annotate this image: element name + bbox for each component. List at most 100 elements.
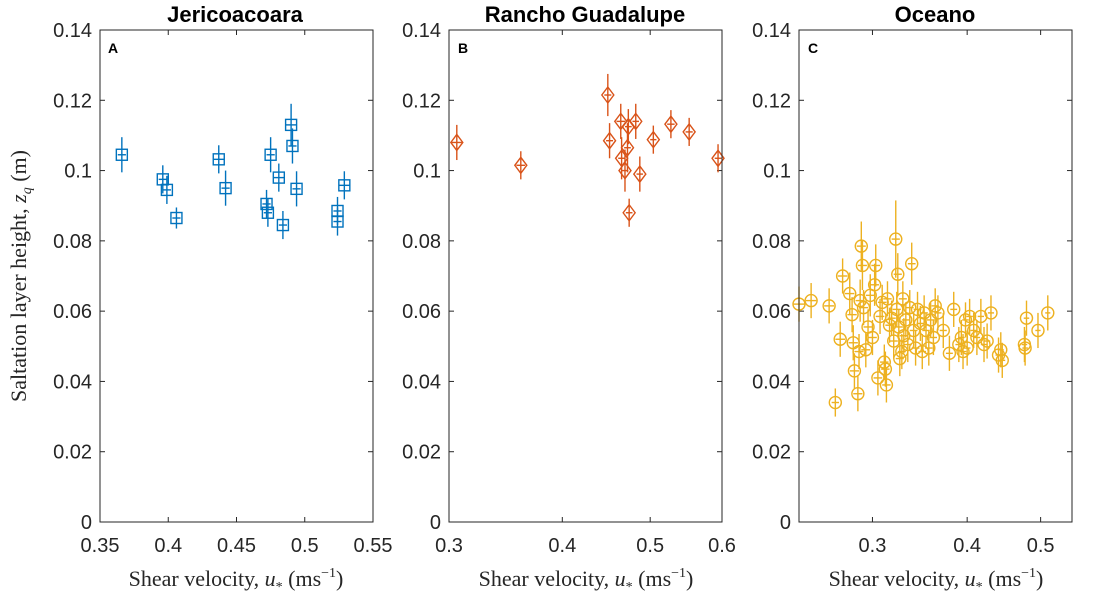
data-point <box>936 312 950 349</box>
circle-marker <box>804 293 818 308</box>
y-tick-label: 0.1 <box>413 161 441 183</box>
square-marker <box>160 183 174 197</box>
circle-marker <box>880 292 895 306</box>
x-axis-label: Shear velocity, u* (ms−1) <box>129 566 344 595</box>
y-tick-label: 0.04 <box>402 371 441 393</box>
x-tick-label: 0.5 <box>291 535 319 557</box>
data-point <box>889 200 903 278</box>
x-axis-label: Shear velocity, u* (ms−1) <box>479 566 694 595</box>
diamond-marker <box>513 156 528 175</box>
data-point <box>160 175 174 204</box>
circle-marker <box>891 267 905 281</box>
data-point <box>219 170 232 206</box>
data-point <box>115 137 129 173</box>
data-point <box>272 163 286 192</box>
circle-marker <box>1031 323 1045 338</box>
diamond-marker <box>622 203 637 222</box>
data-point <box>877 344 892 380</box>
data-point <box>995 342 1009 378</box>
data-point <box>843 272 857 315</box>
circle-marker <box>928 299 942 313</box>
data-point <box>896 281 910 317</box>
circle-marker <box>926 330 941 345</box>
data-point <box>628 103 643 139</box>
square-marker <box>284 118 298 132</box>
axes-frame <box>99 29 374 523</box>
data-point <box>1018 330 1032 366</box>
x-tick-label: 0.35 <box>81 535 120 557</box>
data-point <box>284 103 298 146</box>
x-tick-label: 0.6 <box>708 535 736 557</box>
data-point <box>632 156 647 192</box>
y-tick-label: 0.12 <box>752 90 791 112</box>
panel-title: Rancho Guadalupe <box>485 2 685 27</box>
circle-marker <box>845 307 859 322</box>
y-tick-label: 0.1 <box>64 161 92 183</box>
x-tick-label: 0.5 <box>636 535 664 557</box>
square-marker <box>264 148 277 161</box>
circle-marker <box>889 232 903 246</box>
diamond-marker <box>682 122 697 142</box>
data-point <box>212 145 225 174</box>
circle-marker <box>851 387 865 401</box>
data-point <box>449 124 464 161</box>
circle-marker <box>869 258 883 273</box>
data-point <box>854 221 868 271</box>
data-point <box>1041 295 1055 331</box>
circle-marker <box>984 306 998 320</box>
circle-marker <box>1018 341 1032 355</box>
data-point <box>1031 312 1045 349</box>
data-point <box>880 281 895 317</box>
circle-marker <box>899 313 913 327</box>
data-point <box>871 360 885 396</box>
axes-frame <box>448 29 723 523</box>
data-point <box>905 242 919 285</box>
square-marker <box>260 197 273 211</box>
data-point <box>962 298 977 334</box>
circle-marker <box>847 364 862 378</box>
data-point <box>869 244 883 287</box>
circle-marker <box>879 378 894 392</box>
y-tick-label: 0.04 <box>752 371 791 393</box>
x-ticks <box>448 30 723 522</box>
x-tick-label: 0.5 <box>1027 535 1055 557</box>
y-tick-label: 0.08 <box>752 231 791 253</box>
square-marker <box>272 171 286 184</box>
data-point <box>602 123 617 159</box>
square-marker <box>331 215 344 228</box>
square-marker <box>286 139 299 153</box>
circle-marker <box>822 299 836 313</box>
diamond-marker <box>449 133 464 152</box>
data-point <box>286 128 299 164</box>
circle-marker <box>877 355 892 369</box>
x-tick-label: 0.55 <box>354 535 393 557</box>
y-tick-labels: 0 0.02 0.04 0.06 0.08 0.1 0.12 0.14 <box>752 20 791 534</box>
y-ticks <box>100 29 373 523</box>
data-point <box>853 279 867 322</box>
x-tick-label: 0.45 <box>217 535 256 557</box>
data-point <box>290 171 303 207</box>
y-tick-label: 0.14 <box>752 20 791 42</box>
data-point <box>846 325 860 361</box>
data-point <box>851 376 865 412</box>
square-marker <box>338 179 351 192</box>
panel-oceano: Oceano C 0 0.02 0.04 0.06 0.08 0.1 0.12 0.14 0.… <box>752 2 1073 595</box>
data-point <box>878 351 893 387</box>
x-tick-label: 0.4 <box>154 535 182 557</box>
y-tick-label: 0.1 <box>763 161 791 183</box>
x-ticks <box>99 30 374 522</box>
data-points <box>449 73 725 227</box>
square-marker <box>290 182 303 196</box>
panel-title: Jericoacoara <box>167 2 304 27</box>
data-point <box>620 123 635 173</box>
data-points <box>115 103 351 240</box>
circle-marker <box>828 395 843 410</box>
y-tick-label: 0.06 <box>53 301 92 323</box>
square-marker <box>276 218 290 232</box>
data-point <box>261 198 275 227</box>
data-point <box>980 323 994 359</box>
square-marker <box>212 153 225 166</box>
circle-marker <box>942 346 957 361</box>
data-point <box>865 319 880 356</box>
